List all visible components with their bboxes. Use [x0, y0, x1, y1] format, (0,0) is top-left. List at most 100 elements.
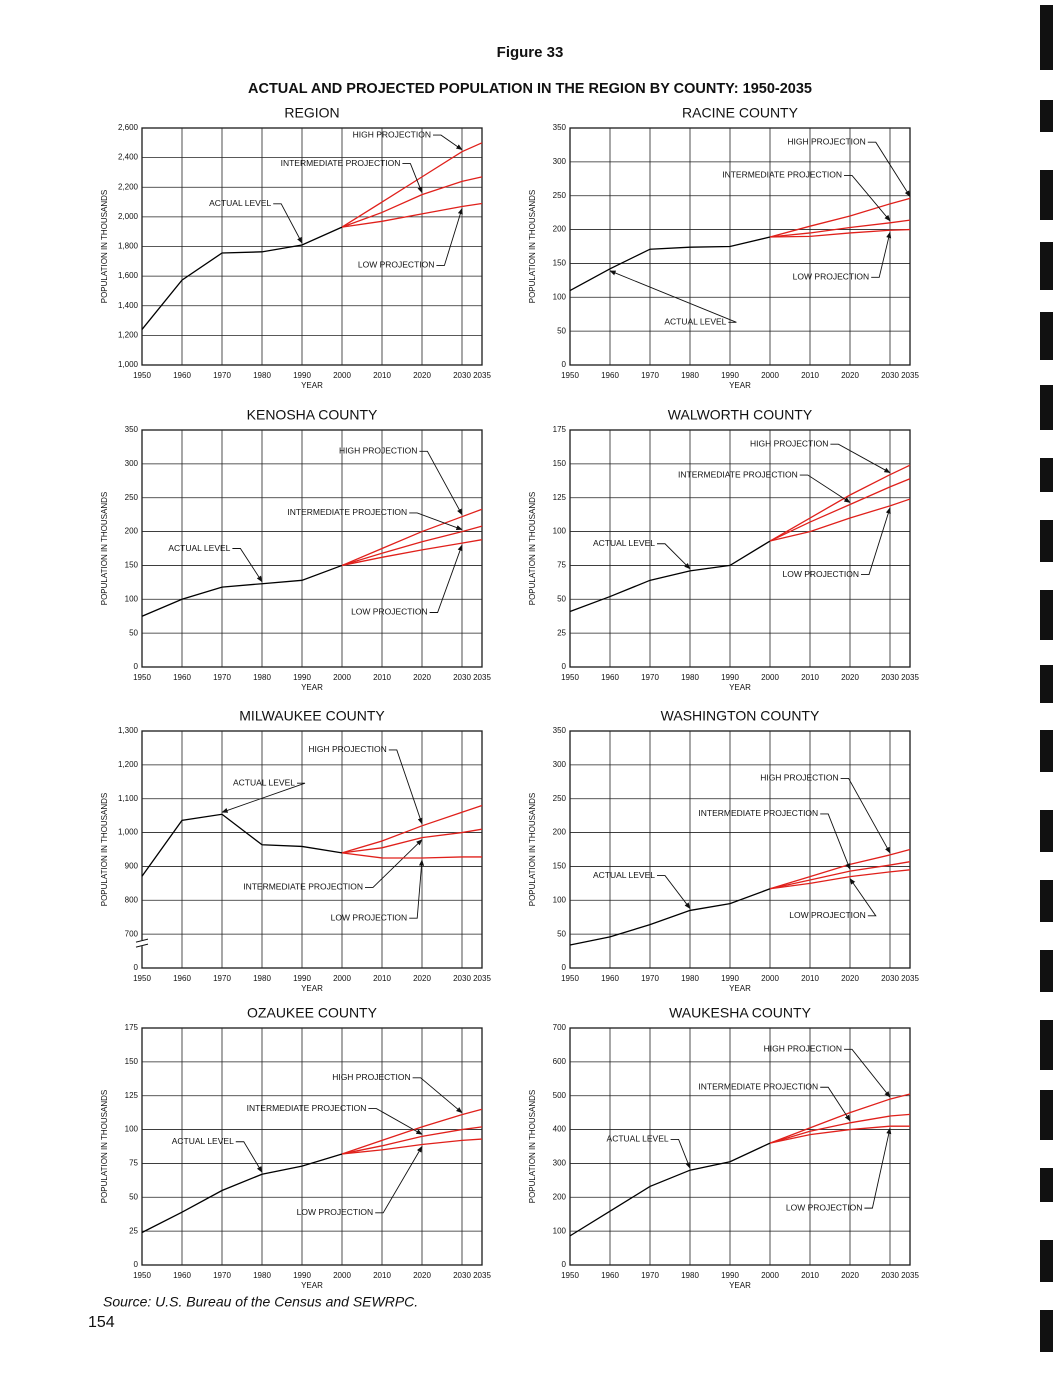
series-line: [141, 226, 343, 330]
series-line: [769, 1093, 911, 1144]
leader-line: [429, 544, 463, 613]
y-tick-label: 900: [125, 862, 139, 871]
x-tick-label: 1970: [213, 1271, 231, 1280]
y-tick-label: 50: [129, 1192, 138, 1201]
x-tick-label: 1960: [601, 1271, 619, 1280]
chart: WASHINGTON COUNTY 1950 1960 1970 1980 1990 200…: [528, 708, 919, 993]
y-axis-label: POPULATION IN THOUSANDS: [528, 492, 537, 606]
series-line: [769, 861, 911, 890]
x-tick-label: 1970: [213, 371, 231, 380]
y-tick-label: 150: [125, 561, 139, 570]
series-annotation: INTERMEDIATE PROJECTION: [287, 507, 407, 517]
leader-line: [844, 1048, 891, 1098]
x-tick-label: 1970: [641, 371, 659, 380]
series-annotation: INTERMEDIATE PROJECTION: [281, 158, 401, 168]
y-tick-label: 150: [553, 862, 567, 871]
x-tick-label: 1980: [681, 673, 699, 682]
binding-mark: [1040, 1240, 1053, 1282]
binding-mark: [1040, 1168, 1053, 1202]
y-axis-label: POPULATION IN THOUSANDS: [100, 190, 109, 304]
x-tick-label: 1950: [561, 371, 579, 380]
series-annotation: INTERMEDIATE PROJECTION: [247, 1103, 367, 1113]
y-axis-label: POPULATION IN THOUSANDS: [528, 190, 537, 304]
x-tick-label: 1970: [641, 673, 659, 682]
y-tick-label: 1,200: [118, 330, 139, 339]
chart-title: KENOSHA COUNTY: [247, 407, 378, 423]
y-tick-label: 1,400: [118, 301, 139, 310]
series-annotation: LOW PROJECTION: [793, 272, 870, 282]
x-tick-label: 2030: [881, 371, 899, 380]
y-axis-label: POPULATION IN THOUSANDS: [100, 492, 109, 606]
leader-line: [867, 141, 911, 197]
y-tick-label: 300: [125, 459, 139, 468]
series-annotation: INTERMEDIATE PROJECTION: [722, 170, 842, 180]
y-tick-label: 25: [129, 1226, 138, 1235]
x-tick-label: 2020: [841, 1271, 859, 1280]
binding-mark: [1040, 1090, 1053, 1140]
x-tick-label: 2000: [761, 974, 779, 983]
binding-mark: [1040, 880, 1053, 922]
y-tick-label: 50: [557, 594, 566, 603]
x-tick-label: 2030: [881, 673, 899, 682]
series-line: [341, 828, 483, 854]
x-tick-label: 1950: [133, 974, 151, 983]
series-line: [569, 540, 771, 613]
leader-line: [820, 1086, 851, 1122]
leader-line: [368, 1108, 423, 1135]
x-axis-label: YEAR: [301, 683, 323, 692]
y-tick-label: 0: [562, 360, 567, 369]
y-tick-label: 300: [553, 1159, 567, 1168]
x-tick-label: 2020: [413, 673, 431, 682]
binding-mark: [1040, 100, 1053, 132]
x-tick-label: 2000: [761, 371, 779, 380]
x-tick-label: 2020: [413, 1271, 431, 1280]
x-tick-label: 2010: [373, 1271, 391, 1280]
series-annotation: HIGH PROJECTION: [308, 744, 386, 754]
y-axis-label: POPULATION IN THOUSANDS: [528, 1090, 537, 1204]
y-tick-label: 250: [553, 794, 567, 803]
binding-marks: [1040, 5, 1053, 1352]
x-tick-label: 1950: [133, 673, 151, 682]
y-tick-label: 2,600: [118, 123, 139, 132]
x-tick-label: 2035: [901, 371, 919, 380]
binding-mark: [1040, 242, 1053, 290]
x-tick-label: 1990: [293, 371, 311, 380]
series-line: [769, 498, 911, 542]
leader-line: [799, 474, 851, 503]
y-tick-label: 300: [553, 760, 567, 769]
x-tick-label: 2020: [413, 974, 431, 983]
x-tick-label: 2030: [453, 1271, 471, 1280]
series-line: [769, 219, 911, 238]
y-tick-label: 1,300: [118, 726, 139, 735]
leader-line: [388, 749, 423, 825]
y-tick-label: 0: [562, 662, 567, 671]
x-tick-label: 2020: [841, 371, 859, 380]
x-tick-label: 2035: [901, 1271, 919, 1280]
y-tick-label: 75: [129, 1159, 138, 1168]
y-tick-label: 200: [553, 1192, 567, 1201]
y-tick-label: 100: [125, 1125, 139, 1134]
x-tick-label: 2035: [473, 974, 491, 983]
chart-title: WAUKESHA COUNTY: [669, 1005, 811, 1021]
x-tick-label: 1970: [213, 673, 231, 682]
x-tick-label: 1980: [253, 371, 271, 380]
binding-mark: [1040, 1310, 1053, 1352]
y-tick-label: 150: [125, 1057, 139, 1066]
binding-mark: [1040, 665, 1053, 703]
y-tick-label: 700: [553, 1023, 567, 1032]
x-tick-label: 2035: [901, 673, 919, 682]
leader-line: [402, 163, 423, 194]
series-annotation: ACTUAL LEVEL: [209, 198, 271, 208]
series-line: [341, 508, 483, 567]
y-tick-label: 700: [125, 929, 139, 938]
series-line: [141, 564, 343, 617]
x-tick-label: 1990: [293, 673, 311, 682]
leader-line: [864, 1127, 892, 1209]
x-tick-label: 1970: [213, 974, 231, 983]
leader-line: [409, 859, 425, 919]
x-tick-label: 1950: [133, 371, 151, 380]
x-axis-label: YEAR: [729, 683, 751, 692]
series-line: [769, 478, 911, 542]
